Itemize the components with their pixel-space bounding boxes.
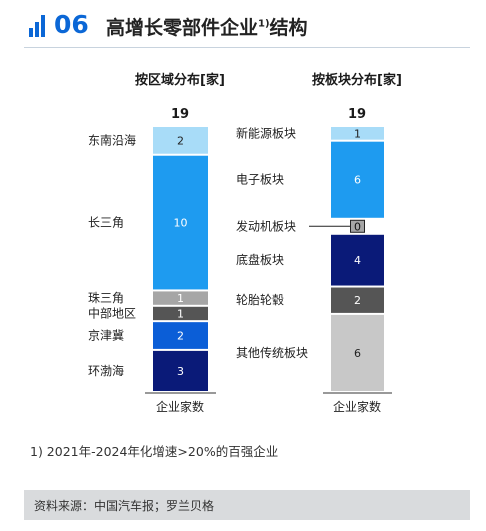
bar-segment	[153, 291, 208, 305]
data-label: 2	[177, 330, 184, 343]
data-label: 10	[174, 217, 188, 230]
bar-segment	[331, 314, 384, 391]
bar-segment	[153, 155, 208, 290]
data-label: 3	[177, 365, 184, 378]
bar-segment	[153, 322, 208, 349]
bar-segment	[331, 234, 384, 286]
category-label: 东南沿海	[88, 132, 136, 147]
x-axis-label: 企业家数	[333, 399, 381, 414]
bar-segment	[331, 287, 384, 313]
total-label: 19	[171, 107, 189, 122]
data-label: 0	[354, 220, 361, 233]
source-bar: 资料来源：中国汽车报；罗兰贝格	[24, 490, 470, 520]
stacked-bar-charts: 按区域分布[家]193环渤海2京津冀1中部地区1珠三角10长三角2东南沿海企业家…	[88, 72, 402, 414]
total-label: 19	[348, 107, 366, 122]
data-label: 4	[354, 254, 361, 267]
data-label: 6	[354, 347, 361, 360]
category-label: 其他传统板块	[236, 345, 308, 360]
category-label: 发动机板块	[236, 218, 296, 233]
data-label: 2	[354, 294, 361, 307]
chart-title: 按区域分布[家]	[135, 72, 225, 88]
category-label: 新能源板块	[236, 125, 296, 140]
bar-segment	[331, 127, 384, 140]
bar-segment	[331, 141, 384, 218]
category-label: 中部地区	[88, 305, 136, 320]
bar-segment	[153, 306, 208, 321]
page-title: 高增长零部件企业1)结构	[106, 17, 308, 39]
category-label: 京津冀	[88, 329, 124, 343]
category-label: 轮胎轮毂	[236, 293, 284, 307]
footnote: 1) 2021年-2024年化增速>20%的百强企业	[30, 444, 279, 459]
data-label: 1	[354, 127, 361, 140]
bar-segment	[153, 127, 208, 154]
bar-segment	[153, 350, 208, 391]
source-text: 资料来源：中国汽车报；罗兰贝格	[34, 499, 215, 513]
data-label: 1	[177, 307, 184, 320]
data-label: 1	[177, 292, 184, 305]
category-label: 长三角	[88, 216, 124, 230]
category-label: 环渤海	[88, 363, 124, 378]
category-label: 电子板块	[236, 173, 284, 187]
section-number: 06	[54, 10, 89, 39]
category-label: 底盘板块	[236, 252, 284, 267]
category-label: 珠三角	[88, 291, 124, 305]
chart-title: 按板块分布[家]	[312, 72, 402, 88]
data-label: 2	[177, 134, 184, 147]
header: 06 高增长零部件企业1)结构	[24, 6, 470, 44]
data-label: 6	[354, 174, 361, 187]
bar-chart-icon	[29, 15, 47, 37]
x-axis-label: 企业家数	[156, 399, 204, 414]
header-divider	[24, 47, 470, 48]
